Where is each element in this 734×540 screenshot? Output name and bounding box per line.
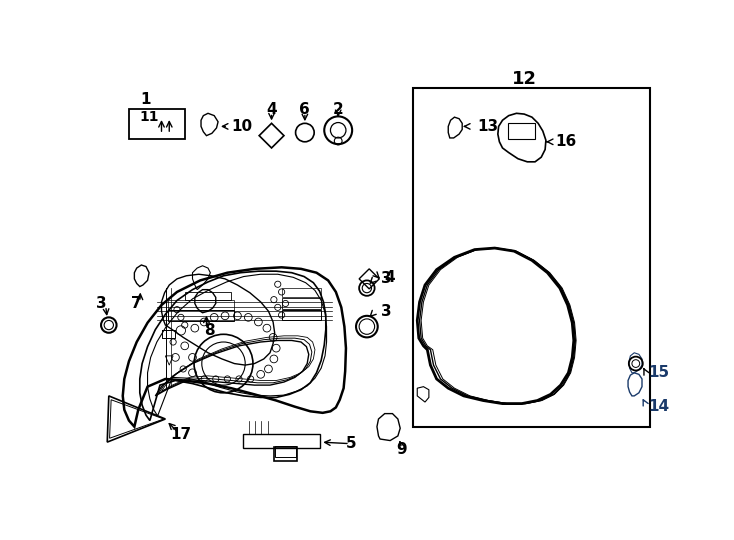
Bar [167, 300, 233, 309]
Text: 6: 6 [299, 102, 310, 117]
Bar [185, 292, 231, 300]
Text: 11: 11 [139, 110, 159, 124]
Bar [129, 110, 185, 139]
Text: 2: 2 [333, 102, 344, 117]
Text: 15: 15 [648, 365, 669, 380]
Bar [283, 288, 321, 298]
Text: 4: 4 [384, 270, 395, 285]
Text: 12: 12 [512, 70, 537, 87]
Text: 3: 3 [381, 303, 391, 319]
Text: 9: 9 [396, 442, 407, 457]
Bar [167, 309, 233, 321]
Text: 5: 5 [346, 436, 357, 451]
Text: 14: 14 [648, 399, 669, 414]
Text: 1: 1 [141, 92, 151, 107]
Text: 13: 13 [478, 119, 499, 134]
Bar [275, 446, 296, 457]
Bar [243, 434, 320, 448]
Text: 7: 7 [131, 296, 142, 311]
Text: 10: 10 [231, 119, 252, 134]
Bar [508, 123, 535, 139]
Bar [413, 88, 650, 427]
Bar [283, 298, 321, 309]
Bar [274, 448, 297, 461]
Bar [283, 309, 321, 320]
Text: 3: 3 [95, 296, 106, 311]
Text: 4: 4 [266, 102, 277, 117]
Text: 8: 8 [204, 323, 215, 338]
Text: 16: 16 [555, 134, 576, 149]
Text: 17: 17 [170, 427, 192, 442]
Text: 3: 3 [381, 272, 391, 286]
